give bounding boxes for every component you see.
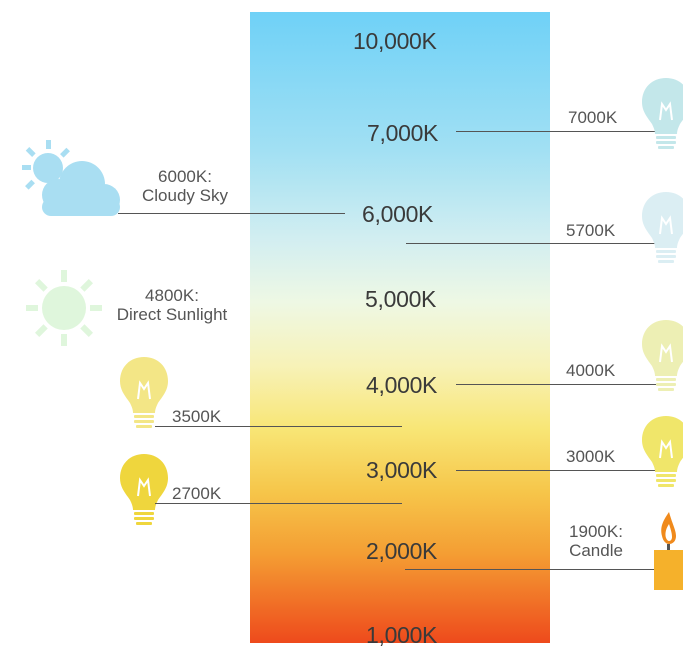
leader-line-6000k <box>118 213 345 214</box>
bulb-3000k-label: 3000K <box>566 447 616 466</box>
scale-label-7000k: 7,000K <box>367 120 439 146</box>
leader-line-4000k <box>456 384 656 385</box>
scale-label-4000k: 4,000K <box>366 372 438 398</box>
leader-line-5700k <box>406 243 656 244</box>
light-bulb-icon <box>642 78 683 149</box>
light-bulb-icon <box>120 454 168 525</box>
scale-label-6000k: 6,000K <box>362 201 434 227</box>
light-bulb-icon <box>642 192 683 263</box>
scale-label-3000k: 3,000K <box>366 457 438 483</box>
sun-icon <box>26 270 102 346</box>
direct-sunlight-label: 4800K: Direct Sunlight <box>102 286 242 324</box>
cloud-with-sun-icon <box>22 140 120 216</box>
scale-label-5000k: 5,000K <box>365 286 437 312</box>
leader-line-3500k <box>155 426 402 427</box>
cloudy-sky-temp: 6000K: <box>158 167 212 186</box>
direct-sunlight-temp: 4800K: <box>145 286 199 305</box>
light-bulb-icon <box>642 416 683 487</box>
bulb-4000k-label: 4000K <box>566 361 616 380</box>
bulb-5700k-label: 5700K <box>566 221 616 240</box>
bulb-7000k-label: 7000K <box>568 108 618 127</box>
leader-line-1900k <box>405 569 656 570</box>
candle-icon <box>654 512 683 590</box>
bulb-3500k-label: 3500K <box>172 407 222 426</box>
scale-label-1000k: 1,000K <box>366 622 438 648</box>
scale-label-10000k: 10,000K <box>353 28 437 54</box>
candle-label: 1900K: Candle <box>560 522 632 560</box>
leader-line-2700k <box>155 503 402 504</box>
light-bulb-icon <box>120 357 168 428</box>
leader-line-7000k <box>456 131 656 132</box>
light-bulb-icon <box>642 320 683 391</box>
leader-line-3000k <box>456 470 656 471</box>
cloudy-sky-name: Cloudy Sky <box>142 186 228 205</box>
candle-name: Candle <box>569 541 623 560</box>
bulb-2700k-label: 2700K <box>172 484 222 503</box>
direct-sunlight-name: Direct Sunlight <box>116 305 228 324</box>
cloudy-sky-label: 6000K: Cloudy Sky <box>126 167 244 205</box>
scale-label-2000k: 2,000K <box>366 538 438 564</box>
candle-temp: 1900K: <box>569 522 623 541</box>
color-temperature-scale-bar <box>250 12 550 643</box>
